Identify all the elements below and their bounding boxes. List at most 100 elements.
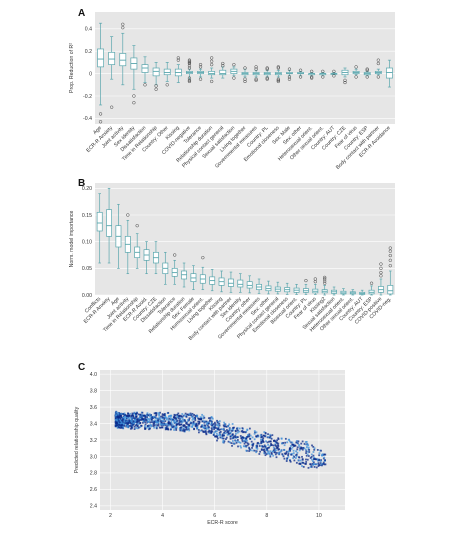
scatter-point — [179, 429, 182, 432]
scatter-point — [214, 430, 217, 433]
scatter-point — [117, 416, 120, 418]
scatter-point — [127, 421, 130, 424]
y-tick-label: 2.4 — [90, 504, 97, 510]
scatter-point — [194, 415, 197, 417]
scatter-point — [301, 448, 304, 451]
scatter-point — [221, 433, 224, 436]
scatter-point — [166, 427, 169, 430]
scatter-point — [134, 421, 137, 423]
outlier-point — [210, 56, 214, 60]
scatter-point — [322, 457, 325, 460]
scatter-point — [133, 417, 136, 420]
scatter-point — [204, 430, 207, 433]
outlier-point — [310, 75, 314, 79]
scatter-point — [190, 422, 193, 424]
scatter-point — [217, 425, 220, 427]
scatter-point — [187, 418, 190, 421]
x-tick-label: Age — [110, 296, 121, 307]
outlier-point — [265, 77, 269, 81]
scatter-point — [175, 426, 178, 429]
scatter-point — [262, 445, 264, 448]
scatter-point — [216, 430, 218, 433]
scatter-point — [216, 421, 219, 424]
outlier-point — [165, 83, 169, 87]
scatter-point — [167, 411, 170, 414]
scatter-point — [246, 444, 249, 447]
scatter-point — [119, 426, 122, 429]
scatter-point — [274, 449, 277, 452]
scatter-point — [218, 420, 221, 423]
scatter-point — [291, 441, 294, 444]
scatter-point — [321, 453, 324, 456]
scatter-point — [225, 425, 228, 428]
scatter-point — [178, 427, 181, 430]
outlier-point — [254, 65, 258, 69]
scatter-point — [131, 422, 134, 425]
scatter-point — [285, 458, 288, 461]
scatter-point — [135, 423, 138, 426]
scatter-point — [312, 464, 314, 466]
scatter-point — [265, 440, 267, 443]
scatter-point — [146, 421, 149, 424]
scatter-point — [120, 426, 123, 429]
scatter-point — [199, 429, 202, 432]
scatter-point — [303, 443, 306, 445]
scatter-point — [246, 428, 249, 431]
box — [228, 278, 234, 287]
scatter-point — [222, 441, 224, 444]
outlier-point — [201, 256, 205, 260]
scatter-point — [176, 416, 178, 419]
scatter-point — [196, 427, 199, 430]
scatter-point — [161, 423, 164, 426]
scatter-point — [245, 449, 248, 452]
box — [387, 285, 394, 295]
scatter-point — [286, 457, 289, 460]
scatter-point — [270, 444, 272, 447]
scatter-point — [306, 458, 309, 461]
outlier-point — [343, 78, 347, 82]
scatter-point — [131, 414, 134, 417]
outlier-point — [276, 78, 280, 82]
scatter-point — [159, 418, 162, 421]
scatter-point — [190, 414, 192, 417]
scatter-point — [158, 414, 161, 417]
scatter-point — [297, 459, 300, 462]
scatter-point — [286, 441, 289, 444]
scatter-point — [312, 461, 315, 464]
scatter-point — [154, 412, 157, 414]
scatter-point — [135, 415, 138, 418]
scatter-point — [203, 420, 206, 423]
scatter-point — [289, 445, 292, 447]
scatter-point — [123, 422, 126, 424]
scatter-point — [306, 443, 309, 446]
scatter-point — [153, 426, 156, 429]
scatter-point — [174, 419, 176, 421]
scatter-point — [269, 454, 272, 456]
scatter-point — [210, 427, 213, 430]
scatter-point — [269, 435, 272, 438]
outlier-point — [198, 62, 203, 67]
scatter-point — [133, 425, 136, 428]
scatter-point — [175, 417, 178, 420]
scatter-point — [163, 412, 166, 415]
scatter-point — [277, 442, 280, 445]
scatter-point — [185, 415, 188, 418]
scatter-point — [183, 414, 186, 417]
scatter-point — [130, 417, 133, 420]
scatter-point — [141, 414, 144, 416]
y-tick-label: 3.4 — [90, 421, 97, 427]
x-tick-label: 6 — [213, 513, 216, 519]
scatter-point — [205, 420, 208, 423]
scatter-point — [198, 431, 200, 434]
scatter-point — [134, 414, 137, 417]
scatter-point — [161, 420, 164, 422]
scatter-point — [199, 416, 202, 419]
scatter-point — [211, 428, 213, 431]
scatter-point — [191, 418, 194, 421]
scatter-point — [133, 421, 135, 423]
scatter-point — [127, 414, 130, 417]
scatter-point — [167, 428, 169, 431]
scatter-point — [293, 444, 296, 447]
scatter-point — [254, 431, 256, 434]
scatter-point — [227, 425, 230, 428]
